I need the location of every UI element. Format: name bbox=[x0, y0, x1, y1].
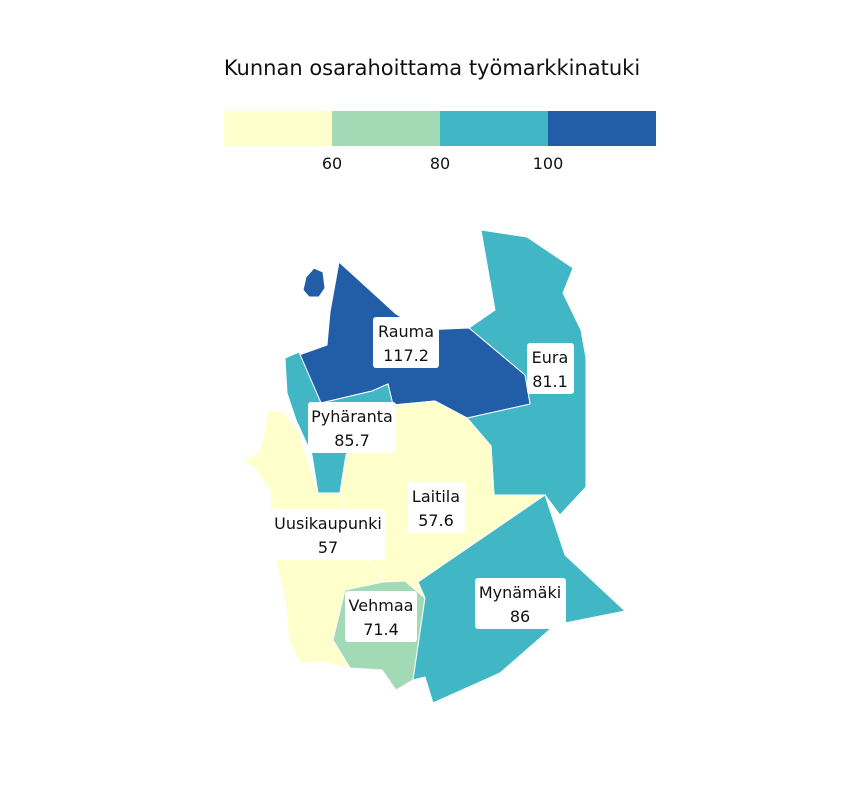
label-rauma-value: 117.2 bbox=[383, 346, 429, 365]
label-vehmaa: Vehmaa 71.4 bbox=[345, 591, 417, 642]
label-pyharanta-name: Pyhäranta bbox=[311, 407, 393, 426]
legend-swatch-4 bbox=[548, 111, 656, 146]
label-mynamaki-value: 86 bbox=[510, 607, 530, 626]
legend-break-60: 60 bbox=[321, 154, 343, 173]
region-rauma-island[interactable] bbox=[302, 267, 326, 298]
legend-swatch-1 bbox=[224, 111, 332, 146]
label-laitila: Laitila 57.6 bbox=[407, 482, 465, 533]
label-eura: Eura 81.1 bbox=[527, 343, 574, 394]
legend-break-100: 100 bbox=[532, 154, 564, 173]
label-mynamaki-name: Mynämäki bbox=[479, 583, 561, 602]
legend-break-80: 80 bbox=[429, 154, 451, 173]
label-uusikaupunki: Uusikaupunki 57 bbox=[271, 509, 385, 560]
label-laitila-name: Laitila bbox=[412, 487, 460, 506]
label-rauma: Rauma 117.2 bbox=[373, 317, 439, 368]
label-uusikaupunki-value: 57 bbox=[318, 538, 338, 557]
region-labels: Rauma 117.2 Eura 81.1 Pyhäranta 85.7 Lai… bbox=[271, 317, 574, 642]
label-uusikaupunki-name: Uusikaupunki bbox=[274, 514, 382, 533]
legend-swatch-2 bbox=[332, 111, 440, 146]
label-rauma-name: Rauma bbox=[378, 322, 434, 341]
legend-swatch-3 bbox=[440, 111, 548, 146]
label-eura-name: Eura bbox=[532, 348, 569, 367]
label-eura-value: 81.1 bbox=[532, 372, 568, 391]
map-title: Kunnan osarahoittama työmarkkinatuki bbox=[223, 56, 641, 80]
label-mynamaki: Mynämäki 86 bbox=[475, 578, 566, 629]
label-pyharanta: Pyhäranta 85.7 bbox=[308, 402, 396, 453]
label-pyharanta-value: 85.7 bbox=[334, 431, 370, 450]
label-vehmaa-value: 71.4 bbox=[363, 620, 399, 639]
label-vehmaa-name: Vehmaa bbox=[349, 596, 414, 615]
label-laitila-value: 57.6 bbox=[418, 511, 454, 530]
color-legend bbox=[224, 111, 656, 146]
